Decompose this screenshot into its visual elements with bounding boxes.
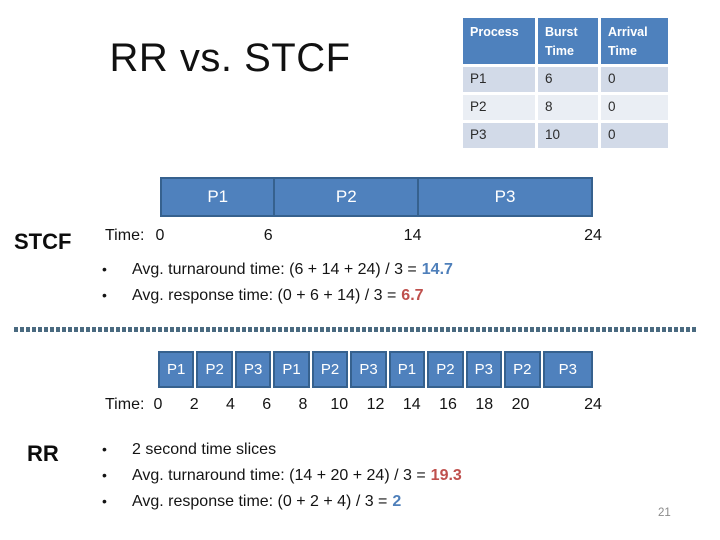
stcf-bullet-list: • Avg. turnaround time: (6 + 14 + 24) / 3… [102,256,453,308]
bullet-text: Avg. response time: (0 + 6 + 14) / 3 = [132,287,397,304]
table-cell: 10 [538,123,598,148]
time-tick: 14 [402,396,421,413]
rr-time-label: Time: [105,396,145,413]
gantt-segment-p2: P2 [273,177,420,217]
time-tick: 6 [263,227,273,244]
gantt-segment-p3: P3 [417,177,594,217]
bullet-text: Avg. turnaround time: (6 + 14 + 24) / 3 … [132,261,417,278]
time-tick: 14 [403,227,422,244]
table-cell: 0 [601,67,668,92]
table-cell: P3 [463,123,535,148]
gantt-segment-p2: P2 [311,351,349,388]
bullet-item: • 2 second time slices [102,436,462,462]
gantt-segment-p2: P2 [427,351,464,388]
page-number: 21 [658,507,671,519]
bullet-value: 19.3 [430,467,462,484]
gantt-segment-p3: P3 [465,351,503,388]
rr-gantt-chart: P1 P2 P3 P1 P2 P3 P1 P2 P3 P2 P3 [158,351,594,388]
gantt-segment-p3: P3 [542,351,594,388]
rr-section-label: RR [27,441,59,466]
stcf-gantt-chart: P1 P2 P3 [160,177,594,217]
bullet-text: Avg. response time: (0 + 2 + 4) / 3 = [132,493,388,510]
bullet-text: Avg. turnaround time: (14 + 20 + 24) / 3… [132,467,426,484]
table-cell: P1 [463,67,535,92]
table-header-cell: Process [463,18,535,64]
time-tick: 4 [226,396,235,413]
table-cell: 0 [601,95,668,120]
table-cell: P2 [463,95,535,120]
gantt-segment-p3: P3 [350,351,387,388]
gantt-segment-p1: P1 [388,351,426,388]
bullet-item: • Avg. response time: (0 + 2 + 4) / 3 = 2 [102,488,462,514]
bullet-item: • Avg. turnaround time: (6 + 14 + 24) / 3… [102,256,453,282]
time-tick: 24 [584,396,602,413]
gantt-segment-p1: P1 [160,177,276,217]
time-tick: 0 [153,396,163,413]
gantt-segment-p2: P2 [504,351,541,388]
time-tick: 8 [298,396,308,413]
stcf-section-label: STCF [14,229,72,254]
bullet-value: 6.7 [401,287,424,304]
bullet-item: • Avg. turnaround time: (14 + 20 + 24) / … [102,462,462,488]
table-cell: 0 [601,123,668,148]
bullet-glyph: • [102,287,107,303]
time-tick: 18 [475,396,494,413]
bullet-glyph: • [102,441,107,457]
bullet-item: • Avg. response time: (0 + 6 + 14) / 3 = 6… [102,282,453,308]
bullet-text: 2 second time slices [132,441,277,458]
bullet-glyph: • [102,261,107,277]
table-header-cell: Arrival Time [601,18,668,64]
table-cell: 6 [538,67,598,92]
rr-time-ticks: 0 2 4 6 8 10 12 14 16 18 20 24 [154,396,602,414]
gantt-segment-p3: P3 [234,351,272,388]
dotted-divider [14,327,698,332]
rr-bullet-list: • 2 second time slices • Avg. turnaround ti… [102,436,462,514]
time-tick: 0 [155,227,165,244]
bullet-value: 14.7 [421,261,453,278]
bullet-glyph: • [102,493,107,509]
time-tick: 2 [189,396,199,413]
time-tick: 16 [439,396,457,413]
stcf-time-label: Time: [105,227,145,244]
time-tick: 10 [330,396,349,413]
gantt-segment-p1: P1 [273,351,310,388]
bullet-value: 2 [392,493,402,510]
process-table: Process Burst Time Arrival Time P1 6 0 P2 8 0 P3 1… [463,18,668,148]
table-cell: 8 [538,95,598,120]
gantt-segment-p2: P2 [196,351,233,388]
stcf-time-ticks: 0 6 14 24 [156,227,602,245]
time-tick: 6 [262,396,272,413]
page-title: RR vs. STCF [109,36,351,80]
bullet-glyph: • [102,467,107,483]
table-header-cell: Burst Time [538,18,598,64]
time-tick: 24 [584,227,602,244]
time-tick: 20 [511,396,530,413]
gantt-segment-p1: P1 [158,351,195,388]
time-tick: 12 [366,396,385,413]
